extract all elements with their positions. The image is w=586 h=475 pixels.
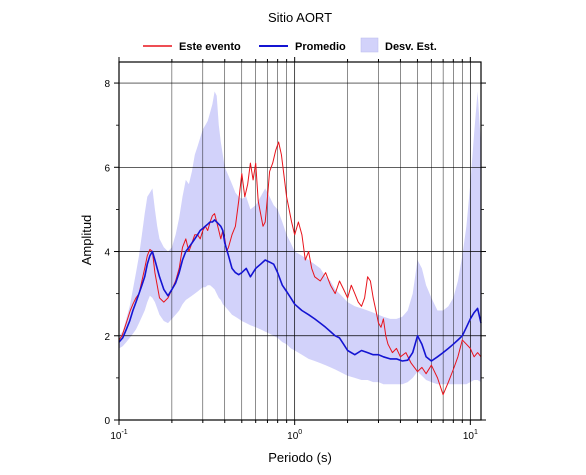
legend-label-este-evento: Este evento xyxy=(179,41,241,53)
plot-border xyxy=(118,61,482,421)
legend-label-promedio: Promedio xyxy=(295,41,346,53)
x-tick-label-exponent: -1 xyxy=(121,429,127,436)
x-tick-label-base: 10 xyxy=(110,431,122,442)
x-tick-label-base: 10 xyxy=(463,431,475,442)
chart-title: Sitio AORT xyxy=(268,10,332,25)
y-tick-label: 0 xyxy=(104,416,110,427)
series-line-promedio xyxy=(118,219,482,362)
std-dev-band xyxy=(119,91,481,385)
x-tick-label-base: 10 xyxy=(287,431,299,442)
x-tick-label-exponent: 0 xyxy=(298,429,302,436)
y-tick-label: 8 xyxy=(104,79,110,90)
y-tick-label: 4 xyxy=(104,248,110,259)
y-axis-title: Amplitud xyxy=(79,215,94,266)
legend: Este evento Promedio Desv. Est. xyxy=(143,37,437,53)
legend-swatch-desv-est xyxy=(360,37,379,53)
legend-label-desv-est: Desv. Est. xyxy=(385,41,437,53)
y-tick-label: 6 xyxy=(104,163,110,174)
y-tick-label: 2 xyxy=(104,332,110,343)
series-layer xyxy=(118,141,482,396)
std-dev-band-layer xyxy=(119,91,481,385)
x-tick-label: 100 xyxy=(287,429,302,442)
x-tick-label: 10-1 xyxy=(110,429,127,442)
x-tick-label-exponent: 1 xyxy=(474,429,478,436)
x-tick-label: 101 xyxy=(463,429,478,442)
series-line-este-evento xyxy=(118,141,482,396)
plot-frame xyxy=(118,61,482,421)
x-axis-title: Periodo (s) xyxy=(268,450,332,465)
